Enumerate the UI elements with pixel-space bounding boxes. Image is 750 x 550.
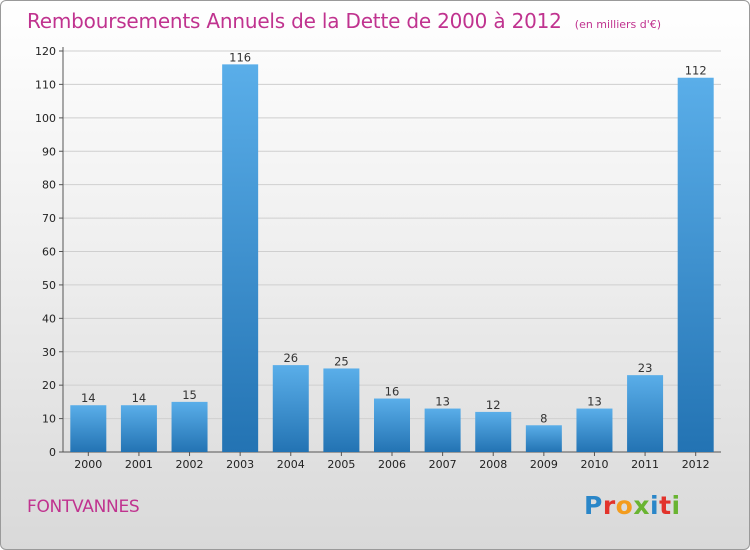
data-label-2005: 25 [334, 354, 349, 368]
x-tick-label-2003: 2003 [226, 458, 254, 471]
bars [70, 64, 714, 452]
data-label-2008: 12 [486, 398, 501, 412]
y-tick-label: 100 [35, 112, 56, 125]
chart-header: Remboursements Annuels de la Dette de 20… [27, 9, 661, 33]
axes: 0 10 20 30 40 50 60 70 80 90 100 110 120 2000 2001 2002… [35, 45, 721, 471]
grid-lines [63, 50, 721, 420]
x-tick-label-2001: 2001 [125, 458, 153, 471]
data-labels: 14 14 15 116 26 25 16 13 12 8 13 23 112 [81, 50, 707, 425]
logo-letter: i [650, 491, 660, 520]
y-tick-label: 70 [42, 212, 56, 225]
data-label-2002: 15 [182, 388, 197, 402]
x-tick-label-2012: 2012 [682, 458, 710, 471]
y-tick-label: 50 [42, 279, 56, 292]
x-tick-label-2002: 2002 [176, 458, 204, 471]
y-tick-label: 80 [42, 179, 56, 192]
y-tick-label: 60 [42, 246, 56, 259]
y-tick-label: 90 [42, 145, 56, 158]
bar-2007 [424, 408, 461, 452]
y-tick-label: 30 [42, 346, 56, 359]
bar-2010 [576, 408, 613, 452]
y-tick-label: 110 [35, 78, 56, 91]
data-label-2010: 13 [587, 395, 602, 409]
x-tick-label-2005: 2005 [327, 458, 355, 471]
logo-letter: P [584, 491, 603, 520]
x-tick-label-2008: 2008 [479, 458, 507, 471]
x-tick-label-2006: 2006 [378, 458, 406, 471]
logo-letter: x [633, 491, 650, 520]
bar-2006 [374, 398, 410, 452]
bar-2011 [627, 375, 664, 452]
logo-letter: t [659, 491, 672, 520]
y-tick-label: 0 [49, 446, 56, 459]
x-tick-label-2007: 2007 [429, 458, 457, 471]
y-tick-label: 40 [42, 312, 56, 325]
data-label-2004: 26 [283, 351, 298, 365]
logo-letter: o [615, 491, 634, 520]
data-label-2012: 112 [685, 64, 707, 78]
x-tick-label-2011: 2011 [631, 458, 659, 471]
y-tick-label: 120 [35, 45, 56, 58]
bar-2002 [171, 401, 208, 452]
logo-letter: r [602, 491, 616, 520]
bar-2008 [475, 411, 512, 452]
data-label-2001: 14 [132, 391, 147, 405]
x-tick-label-2009: 2009 [530, 458, 558, 471]
chart-title: Remboursements Annuels de la Dette de 20… [27, 9, 562, 33]
bar-2004 [272, 365, 309, 452]
data-label-2007: 13 [435, 395, 450, 409]
data-label-2000: 14 [81, 391, 96, 405]
logo-letter: i [671, 491, 681, 520]
bar-2003 [222, 64, 259, 452]
bar-2012 [677, 77, 714, 452]
bar-2005 [323, 368, 360, 452]
x-tick-label-2004: 2004 [277, 458, 305, 471]
data-label-2003: 116 [229, 50, 251, 64]
x-tick-label-2000: 2000 [74, 458, 102, 471]
proxiti-logo: Proxiti [584, 491, 681, 520]
bar-2009 [525, 425, 562, 452]
bar-2000 [70, 405, 107, 452]
x-tick-label-2010: 2010 [580, 458, 608, 471]
y-tick-label: 10 [42, 413, 56, 426]
town-name: FONTVANNES [27, 497, 140, 517]
bar-2001 [120, 405, 157, 452]
data-label-2006: 16 [385, 385, 400, 399]
data-label-2009: 8 [540, 411, 547, 425]
data-label-2011: 23 [638, 361, 653, 375]
y-tick-label: 20 [42, 379, 56, 392]
chart-subtitle: (en milliers d'€) [574, 18, 662, 31]
